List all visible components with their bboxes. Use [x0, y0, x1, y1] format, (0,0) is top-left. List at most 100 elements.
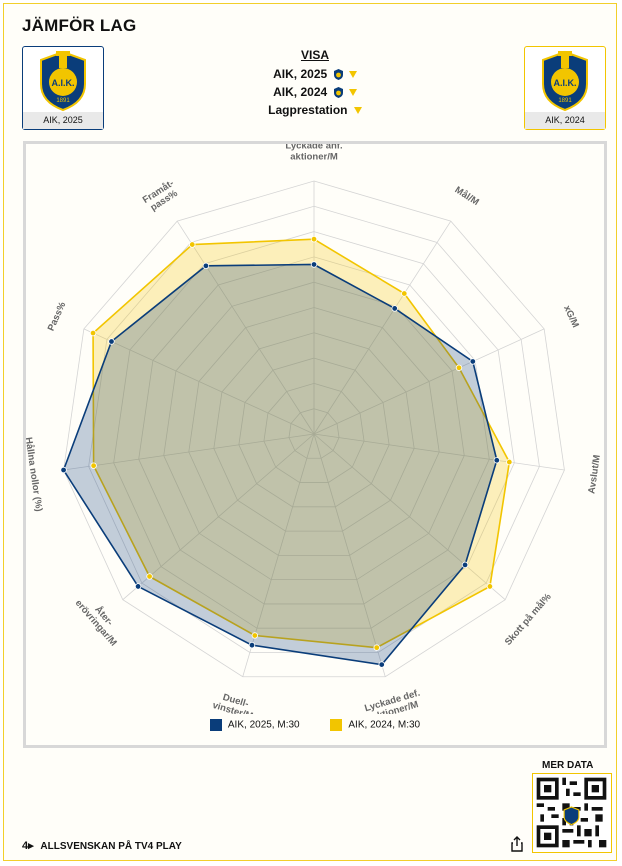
grid-spoke	[63, 433, 315, 471]
series-area	[92, 238, 511, 649]
legend-item-team1[interactable]: AIK, 2025, M:30	[209, 719, 300, 731]
team-card-right[interactable]: A.I.K. 1891 AIK, 2024	[524, 46, 606, 130]
axis-label: Framåt-pass%	[141, 178, 182, 215]
legend-label: AIK, 2024, M:30	[348, 719, 421, 731]
data-point	[455, 364, 463, 371]
chart-legend: AIK, 2025, M:30 AIK, 2024, M:30	[26, 719, 604, 731]
footer-brand-label: ALLSVENSKAN PÅ TV4 PLAY	[40, 841, 182, 852]
grid-ring	[163, 281, 465, 581]
share-icon[interactable]	[510, 836, 524, 852]
grid-ring	[138, 256, 490, 605]
legend-label: AIK, 2025, M:30	[227, 719, 300, 731]
axis-label: Duell-vinster/M	[211, 690, 257, 714]
axis-label: Hållna nollor (%)	[26, 436, 44, 512]
grid-spoke	[313, 433, 386, 677]
grid-spoke	[313, 433, 506, 600]
axis-label: Lyckade anf. aktioner/M	[285, 144, 342, 162]
compare-teams-card: JÄMFÖR LAG A.I.K. 1891 AIK, 2025 A.I.K. …	[3, 3, 617, 861]
chevron-down-icon[interactable]	[348, 71, 357, 79]
series-area	[62, 263, 498, 666]
visa-option-team1[interactable]: AIK, 2025	[204, 65, 426, 83]
visa-option-label: Lagprestation	[268, 103, 348, 117]
visa-option-label: AIK, 2025	[273, 67, 328, 81]
axis-label: Mål/M	[453, 185, 481, 209]
grid-spoke	[83, 328, 315, 435]
grid-ring	[63, 180, 565, 678]
axis-label: Avslut/M	[586, 454, 602, 494]
chevron-down-icon[interactable]	[348, 89, 357, 97]
axis-label-line: Skott på mål%	[503, 591, 554, 648]
tv4-icon: 4▸	[22, 840, 34, 852]
grid-ring	[213, 332, 415, 532]
aik-crest-icon: A.I.K. 1891	[542, 50, 588, 112]
page-title: JÄMFÖR LAG	[22, 16, 137, 35]
visa-option-team2[interactable]: AIK, 2024	[204, 83, 426, 101]
qr-code[interactable]	[532, 773, 612, 853]
data-point	[486, 583, 494, 590]
team-label-right: AIK, 2024	[525, 112, 605, 129]
data-point	[378, 661, 385, 668]
data-point	[134, 583, 142, 590]
chevron-down-icon[interactable]	[353, 107, 362, 115]
axis-label-line: Hållna nollor (%)	[26, 436, 44, 512]
visa-option-metric[interactable]: Lagprestation	[204, 101, 426, 119]
data-point	[251, 632, 259, 639]
data-point	[391, 305, 398, 312]
grid-ring	[113, 231, 515, 629]
grid-spoke	[313, 433, 565, 471]
visa-option-label: AIK, 2024	[273, 85, 328, 99]
svg-text:1891: 1891	[56, 98, 70, 104]
data-point	[248, 641, 256, 649]
radar-chart-panel: Lyckade anf. aktioner/M Mål/M xG/M Avslut/M S…	[23, 141, 607, 748]
aik-crest-icon: A.I.K. 1891	[40, 50, 86, 112]
radar-chart: Lyckade anf. aktioner/M Mål/M xG/M Avslut/M S…	[26, 144, 603, 714]
axis-label-line: Pass%	[46, 300, 69, 333]
svg-text:1891: 1891	[558, 98, 572, 104]
data-point	[189, 241, 196, 248]
data-point	[108, 338, 115, 345]
grid-ring	[238, 357, 390, 508]
legend-swatch	[330, 719, 343, 731]
aik-mini-crest-icon	[333, 87, 343, 99]
data-point	[461, 561, 469, 569]
grid-ring	[288, 408, 340, 459]
data-point	[373, 644, 380, 651]
qr-code-icon	[536, 777, 607, 848]
svg-text:A.I.K.: A.I.K.	[553, 78, 576, 88]
grid-spoke	[176, 220, 315, 435]
axis-label: Pass%	[46, 300, 69, 333]
axis-label: xG/M	[561, 304, 581, 330]
data-point	[202, 262, 210, 270]
data-point	[469, 358, 476, 365]
axis-label-line: aktioner/M	[290, 151, 338, 162]
axis-label: Skott på mål%	[503, 591, 554, 648]
grid-spoke	[313, 328, 545, 435]
grid-spoke	[122, 433, 315, 600]
axis-label-line: xG/M	[561, 304, 581, 330]
visa-heading: VISA	[300, 48, 329, 62]
axis-label-line: Mål/M	[453, 185, 481, 209]
data-point	[493, 457, 501, 464]
team-card-left[interactable]: A.I.K. 1891 AIK, 2025	[22, 46, 104, 130]
data-point	[310, 261, 318, 268]
axis-label: Lyckade def.aktioner/M	[363, 688, 424, 714]
grid-ring	[188, 307, 440, 556]
legend-swatch	[209, 719, 222, 731]
grid-ring	[88, 205, 540, 653]
data-point	[401, 290, 408, 297]
grid-ring	[263, 382, 365, 483]
axis-label-line: Avslut/M	[586, 454, 602, 494]
data-point	[89, 329, 97, 337]
data-point	[90, 462, 97, 469]
team-label-left: AIK, 2025	[23, 112, 103, 129]
data-point	[146, 573, 153, 580]
footer-brand[interactable]: 4▸ ALLSVENSKAN PÅ TV4 PLAY	[22, 839, 182, 852]
more-data-label: MER DATA	[542, 760, 594, 771]
aik-mini-crest-icon	[333, 69, 343, 81]
visa-selector: VISA AIK, 2025 AIK, 2024 Lagprestation	[204, 48, 426, 119]
axis-label: Åter-erövringar/M	[73, 591, 127, 649]
legend-item-team2[interactable]: AIK, 2024, M:30	[330, 719, 420, 731]
data-point	[310, 235, 318, 243]
svg-text:A.I.K.: A.I.K.	[51, 78, 74, 88]
data-point	[506, 458, 513, 466]
